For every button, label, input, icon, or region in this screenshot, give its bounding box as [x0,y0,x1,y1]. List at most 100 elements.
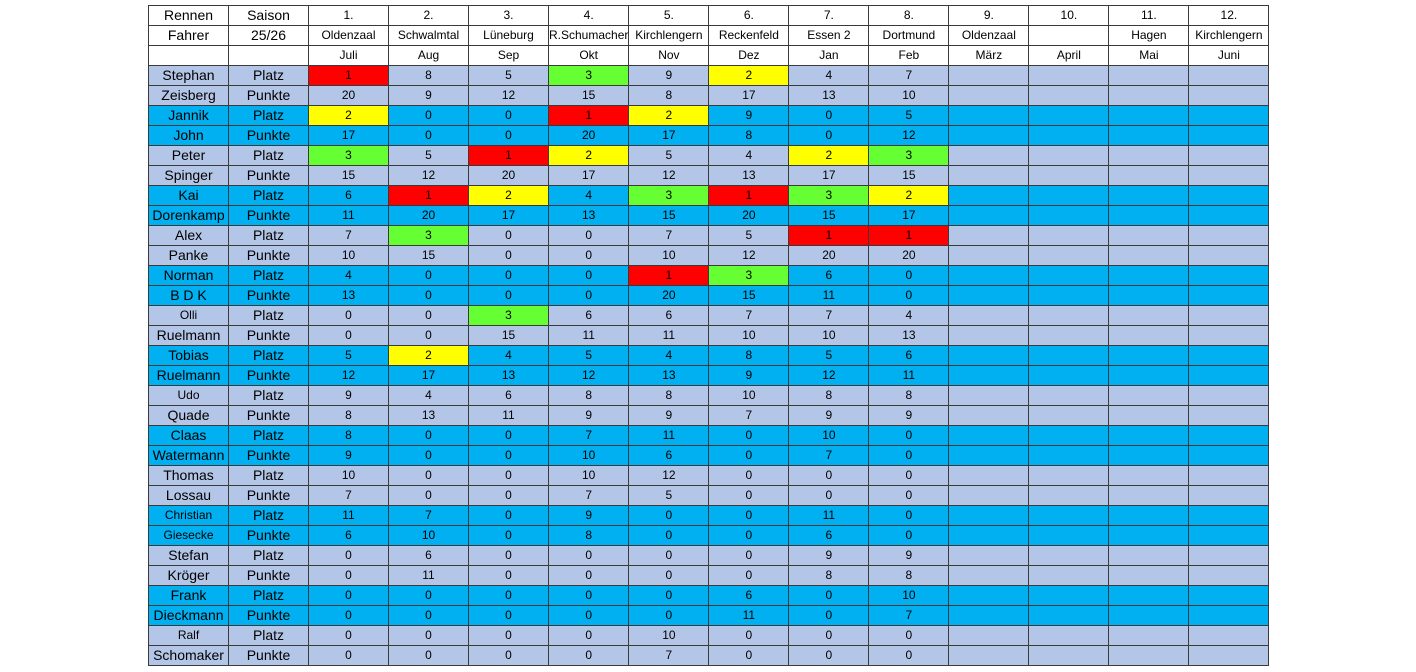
platz-value-cell[interactable]: 5 [547,345,630,366]
header-cell[interactable]: Fahrer [148,25,229,46]
platz-value-cell[interactable] [948,465,1030,486]
punkte-value-cell[interactable]: 9 [788,405,870,426]
punkte-value-cell[interactable]: 12 [547,365,630,386]
punkte-value-cell[interactable]: 7 [868,605,950,626]
platz-value-cell[interactable]: 5 [788,345,870,366]
punkte-value-cell[interactable] [1028,645,1110,666]
header-cell[interactable] [228,45,309,66]
platz-value-cell[interactable]: 0 [468,465,549,486]
platz-value-cell[interactable]: 0 [547,585,630,606]
platz-value-cell[interactable] [1108,265,1190,286]
platz-value-cell[interactable] [948,505,1030,526]
punkte-label-cell[interactable]: Punkte [228,165,309,186]
platz-value-cell[interactable]: 7 [388,505,469,526]
punkte-value-cell[interactable] [1108,485,1190,506]
punkte-value-cell[interactable]: 7 [628,645,710,666]
punkte-value-cell[interactable]: 10 [308,245,389,266]
punkte-value-cell[interactable]: 17 [708,85,790,106]
punkte-value-cell[interactable] [1108,125,1190,146]
platz-value-cell[interactable]: 0 [308,545,389,566]
platz-value-cell[interactable]: 5 [308,345,389,366]
punkte-value-cell[interactable]: 0 [788,125,870,146]
platz-value-cell[interactable]: 11 [308,505,389,526]
driver-name-cell[interactable]: Lossau [148,485,229,506]
punkte-value-cell[interactable] [1028,285,1110,306]
punkte-value-cell[interactable]: 13 [308,285,389,306]
punkte-value-cell[interactable] [1028,205,1110,226]
punkte-value-cell[interactable] [1028,605,1110,626]
header-cell[interactable]: Schwalmtal [388,25,469,46]
platz-value-cell[interactable] [1028,585,1110,606]
platz-value-cell[interactable]: 9 [708,105,790,126]
platz-value-cell[interactable] [1028,545,1110,566]
punkte-value-cell[interactable]: 0 [868,485,950,506]
punkte-value-cell[interactable]: 13 [547,205,630,226]
platz-value-cell[interactable]: 8 [308,425,389,446]
header-cell[interactable]: Kirchlengern [1188,25,1270,46]
platz-value-cell[interactable]: 9 [308,385,389,406]
punkte-value-cell[interactable]: 20 [868,245,950,266]
driver-name-cell[interactable]: Jannik [148,105,229,126]
platz-value-cell[interactable]: 0 [388,105,469,126]
punkte-value-cell[interactable] [1188,445,1270,466]
platz-value-cell[interactable] [1108,625,1190,646]
punkte-value-cell[interactable]: 11 [468,405,549,426]
punkte-value-cell[interactable]: 0 [788,485,870,506]
header-cell[interactable]: 2. [388,5,469,26]
punkte-label-cell[interactable]: Punkte [228,125,309,146]
header-cell[interactable]: Okt [547,45,630,66]
platz-value-cell[interactable] [948,385,1030,406]
platz-value-cell[interactable]: 0 [628,505,710,526]
platz-value-cell[interactable]: 8 [868,385,950,406]
header-cell[interactable]: 3. [468,5,549,26]
platz-value-cell[interactable] [948,585,1030,606]
punkte-value-cell[interactable]: 20 [547,125,630,146]
driver-name-cell[interactable]: Stefan [148,545,229,566]
punkte-value-cell[interactable] [1108,645,1190,666]
header-cell[interactable]: 8. [868,5,950,26]
punkte-value-cell[interactable] [948,645,1030,666]
platz-value-cell[interactable]: 1 [628,265,710,286]
punkte-value-cell[interactable]: 0 [708,525,790,546]
header-cell[interactable]: 7. [788,5,870,26]
punkte-value-cell[interactable]: 0 [308,645,389,666]
platz-value-cell[interactable]: 0 [468,585,549,606]
driver-name-cell[interactable]: Watermann [148,445,229,466]
platz-value-cell[interactable] [948,305,1030,326]
driver-name-cell[interactable]: Alex [148,225,229,246]
punkte-value-cell[interactable]: 0 [468,125,549,146]
platz-value-cell[interactable] [1188,265,1270,286]
platz-label-cell[interactable]: Platz [228,385,309,406]
header-cell[interactable]: Juli [308,45,389,66]
platz-value-cell[interactable]: 0 [468,505,549,526]
platz-value-cell[interactable]: 0 [308,585,389,606]
punkte-value-cell[interactable]: 15 [308,165,389,186]
platz-value-cell[interactable]: 1 [308,65,389,86]
header-cell[interactable]: Dortmund [868,25,950,46]
platz-value-cell[interactable] [1108,585,1190,606]
header-cell[interactable]: Saison [228,5,309,26]
platz-value-cell[interactable] [1188,145,1270,166]
platz-value-cell[interactable]: 3 [868,145,950,166]
punkte-value-cell[interactable]: 17 [628,125,710,146]
platz-value-cell[interactable]: 8 [788,385,870,406]
platz-value-cell[interactable]: 9 [788,545,870,566]
punkte-value-cell[interactable]: 13 [468,365,549,386]
punkte-value-cell[interactable]: 15 [788,205,870,226]
punkte-value-cell[interactable]: 17 [547,165,630,186]
platz-value-cell[interactable] [1028,385,1110,406]
punkte-label-cell[interactable]: Punkte [228,525,309,546]
platz-value-cell[interactable]: 2 [547,145,630,166]
header-cell[interactable]: 12. [1188,5,1270,26]
platz-value-cell[interactable] [1108,185,1190,206]
platz-value-cell[interactable]: 5 [868,105,950,126]
platz-label-cell[interactable]: Platz [228,105,309,126]
platz-value-cell[interactable]: 2 [788,145,870,166]
platz-value-cell[interactable]: 6 [308,185,389,206]
punkte-value-cell[interactable]: 8 [628,85,710,106]
punkte-value-cell[interactable] [1188,365,1270,386]
platz-value-cell[interactable]: 9 [868,545,950,566]
punkte-value-cell[interactable] [1108,405,1190,426]
platz-value-cell[interactable] [1108,465,1190,486]
punkte-value-cell[interactable]: 11 [708,605,790,626]
